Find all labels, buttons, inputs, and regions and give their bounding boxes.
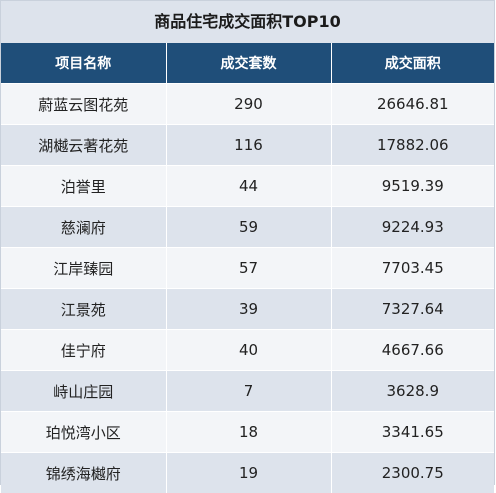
cell-units-sold: 19	[166, 453, 331, 493]
cell-units-sold: 290	[166, 84, 331, 125]
cell-area-sold: 3341.65	[331, 412, 494, 453]
cell-project-name: 珀悦湾小区	[1, 412, 166, 453]
table-row: 江景苑 39 7327.64	[1, 289, 494, 330]
cell-area-sold: 3628.9	[331, 371, 494, 412]
cell-project-name: 江岸臻园	[1, 248, 166, 289]
table-row: 慈澜府 59 9224.93	[1, 207, 494, 248]
table-row: 锦绣海樾府 19 2300.75	[1, 453, 494, 493]
table-title: 商品住宅成交面积TOP10	[1, 1, 494, 43]
table-row: 泊誉里 44 9519.39	[1, 166, 494, 207]
cell-area-sold: 4667.66	[331, 330, 494, 371]
header-units-sold: 成交套数	[166, 43, 331, 84]
cell-project-name: 峙山庄园	[1, 371, 166, 412]
cell-units-sold: 7	[166, 371, 331, 412]
cell-project-name: 慈澜府	[1, 207, 166, 248]
table-row: 江岸臻园 57 7703.45	[1, 248, 494, 289]
cell-project-name: 锦绣海樾府	[1, 453, 166, 493]
cell-units-sold: 116	[166, 125, 331, 166]
cell-project-name: 湖樾云著花苑	[1, 125, 166, 166]
cell-area-sold: 17882.06	[331, 125, 494, 166]
cell-units-sold: 39	[166, 289, 331, 330]
cell-area-sold: 9519.39	[331, 166, 494, 207]
cell-area-sold: 7703.45	[331, 248, 494, 289]
header-area-sold: 成交面积	[331, 43, 494, 84]
cell-project-name: 江景苑	[1, 289, 166, 330]
cell-units-sold: 40	[166, 330, 331, 371]
cell-project-name: 佳宁府	[1, 330, 166, 371]
table-row: 湖樾云著花苑 116 17882.06	[1, 125, 494, 166]
cell-units-sold: 57	[166, 248, 331, 289]
table-row: 蔚蓝云图花苑 290 26646.81	[1, 84, 494, 125]
cell-area-sold: 7327.64	[331, 289, 494, 330]
cell-project-name: 蔚蓝云图花苑	[1, 84, 166, 125]
cell-units-sold: 59	[166, 207, 331, 248]
header-row: 项目名称 成交套数 成交面积	[1, 43, 494, 84]
cell-area-sold: 26646.81	[331, 84, 494, 125]
header-project-name: 项目名称	[1, 43, 166, 84]
table-row: 佳宁府 40 4667.66	[1, 330, 494, 371]
cell-units-sold: 44	[166, 166, 331, 207]
cell-area-sold: 9224.93	[331, 207, 494, 248]
cell-project-name: 泊誉里	[1, 166, 166, 207]
cell-area-sold: 2300.75	[331, 453, 494, 493]
table-row: 峙山庄园 7 3628.9	[1, 371, 494, 412]
cell-units-sold: 18	[166, 412, 331, 453]
ranking-table: 项目名称 成交套数 成交面积 蔚蓝云图花苑 290 26646.81 湖樾云著花…	[1, 43, 494, 493]
table-row: 珀悦湾小区 18 3341.65	[1, 412, 494, 453]
